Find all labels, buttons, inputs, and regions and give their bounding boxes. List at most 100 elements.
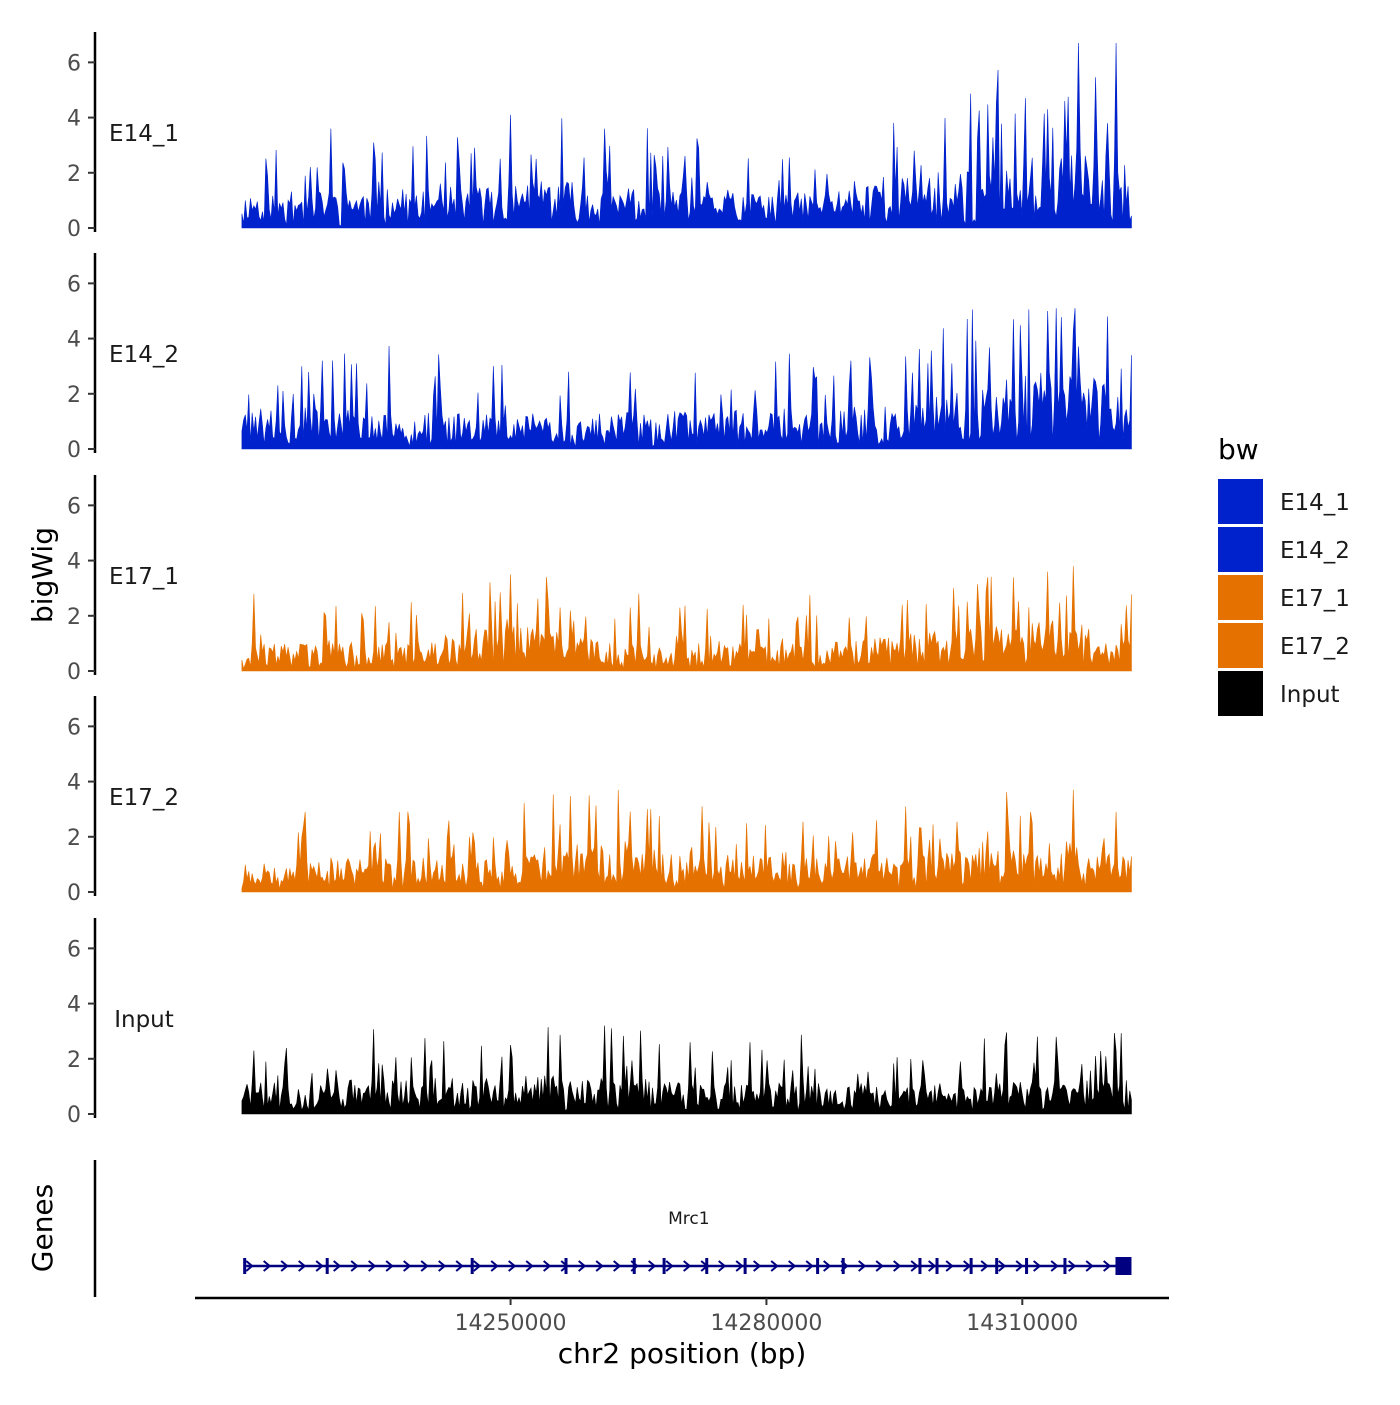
- strand-arrow: [508, 1260, 517, 1272]
- x-tick-label: 14250000: [455, 1311, 567, 1336]
- track-label: E14_1: [109, 121, 179, 147]
- y-tick-label: 4: [67, 107, 81, 132]
- gene-track: Mrc1: [93, 1160, 1132, 1297]
- gene-exon: [969, 1258, 973, 1274]
- strand-arrow: [315, 1260, 324, 1272]
- strand-arrow: [875, 1260, 884, 1272]
- y-tick-label: 0: [67, 217, 81, 242]
- strand-arrow: [770, 1260, 779, 1272]
- y-tick-label: 0: [67, 438, 81, 463]
- gene-exon: [470, 1258, 474, 1274]
- track-label: Input: [114, 1007, 174, 1033]
- strand-arrow: [455, 1260, 464, 1272]
- legend-key-e17_1: [1218, 575, 1263, 620]
- strand-arrow: [280, 1260, 289, 1272]
- y-tick-label: 4: [67, 550, 81, 575]
- strand-arrow: [298, 1260, 307, 1272]
- strand-arrow: [1103, 1260, 1112, 1272]
- strand-arrow: [333, 1260, 342, 1272]
- strand-arrow: [1050, 1260, 1059, 1272]
- y-axis-title: bigWig: [26, 527, 59, 623]
- legend-key-input: [1218, 671, 1263, 716]
- strand-arrow: [368, 1260, 377, 1272]
- legend-label-e17_2: E17_2: [1280, 634, 1350, 660]
- gene-exon: [816, 1258, 820, 1274]
- strand-arrow: [543, 1260, 552, 1272]
- gene-exon: [632, 1258, 636, 1274]
- strand-arrow: [823, 1260, 832, 1272]
- y-tick-label: 2: [67, 383, 81, 408]
- gene-exon: [564, 1258, 568, 1274]
- strand-arrow: [980, 1260, 989, 1272]
- x-axis-title: chr2 position (bp): [558, 1337, 807, 1370]
- strand-arrow: [1085, 1260, 1094, 1272]
- strand-arrow: [718, 1260, 727, 1272]
- strand-arrow: [998, 1260, 1007, 1272]
- strand-arrow: [595, 1260, 604, 1272]
- gene-exon: [243, 1258, 247, 1274]
- x-tick-label: 14310000: [966, 1311, 1078, 1336]
- track-panel-e14_2: 0 2 4 6 E14_2: [67, 253, 1132, 463]
- y-tick-label: 0: [67, 1103, 81, 1128]
- legend-label-e14_2: E14_2: [1280, 538, 1350, 564]
- coverage-area-e14_2: [241, 308, 1132, 450]
- y-tick-label: 4: [67, 771, 81, 796]
- strand-arrow: [263, 1260, 272, 1272]
- gene-exon: [995, 1258, 999, 1274]
- y-tick-label: 6: [67, 494, 81, 519]
- legend-title: bw: [1218, 433, 1259, 466]
- gene-exon: [1025, 1258, 1029, 1274]
- gene-name-label: Mrc1: [668, 1209, 709, 1229]
- strand-arrow: [735, 1260, 744, 1272]
- strand-arrow: [805, 1260, 814, 1272]
- strand-arrow: [403, 1260, 412, 1272]
- strand-arrow: [438, 1260, 447, 1272]
- strand-arrow: [788, 1260, 797, 1272]
- strand-arrow: [490, 1260, 499, 1272]
- legend-label-e14_1: E14_1: [1280, 490, 1350, 516]
- strand-arrow: [910, 1260, 919, 1272]
- gene-exon: [743, 1258, 747, 1274]
- legend-key-e14_1: [1218, 479, 1263, 524]
- genes-axis-title: Genes: [26, 1184, 59, 1272]
- strand-arrow: [683, 1260, 692, 1272]
- track-panel-e14_1: 0 2 4 6 E14_1: [67, 32, 1132, 242]
- strand-arrow: [928, 1260, 937, 1272]
- strand-arrow: [665, 1260, 674, 1272]
- track-label: E17_2: [109, 785, 179, 811]
- strand-arrow: [1015, 1260, 1024, 1272]
- strand-arrow: [1068, 1260, 1077, 1272]
- y-tick-label: 2: [67, 162, 81, 187]
- strand-arrow: [525, 1260, 534, 1272]
- y-tick-label: 2: [67, 826, 81, 851]
- y-tick-label: 2: [67, 605, 81, 630]
- gene-exon: [662, 1258, 666, 1274]
- legend-label-e17_1: E17_1: [1280, 586, 1350, 612]
- gene-exon: [918, 1258, 922, 1274]
- track-label: E14_2: [109, 342, 179, 368]
- y-tick-label: 2: [67, 1048, 81, 1073]
- gene-exon-last: [1115, 1257, 1132, 1275]
- y-tick-label: 6: [67, 715, 81, 740]
- y-tick-label: 4: [67, 993, 81, 1018]
- strand-arrow: [648, 1260, 657, 1272]
- strand-arrow: [858, 1260, 867, 1272]
- x-axis: 14250000 14280000 14310000: [195, 1296, 1169, 1336]
- coverage-area-e17_1: [241, 566, 1132, 672]
- track-panel-e17_2: 0 2 4 6 E17_2: [67, 696, 1132, 906]
- y-tick-label: 0: [67, 660, 81, 685]
- strand-arrow: [420, 1260, 429, 1272]
- coverage-area-e14_1: [241, 43, 1132, 229]
- strand-arrow: [350, 1260, 359, 1272]
- strand-arrow: [473, 1260, 482, 1272]
- strand-arrow: [578, 1260, 587, 1272]
- y-tick-label: 6: [67, 937, 81, 962]
- gene-exon: [1063, 1258, 1067, 1274]
- coverage-area-input: [241, 1025, 1132, 1115]
- x-tick-label: 14280000: [710, 1311, 822, 1336]
- legend: E14_1 E14_2 E17_1 E17_2 Input: [1218, 479, 1350, 716]
- gene-exon: [705, 1258, 709, 1274]
- strand-arrow: [893, 1260, 902, 1272]
- gene-exon: [841, 1258, 845, 1274]
